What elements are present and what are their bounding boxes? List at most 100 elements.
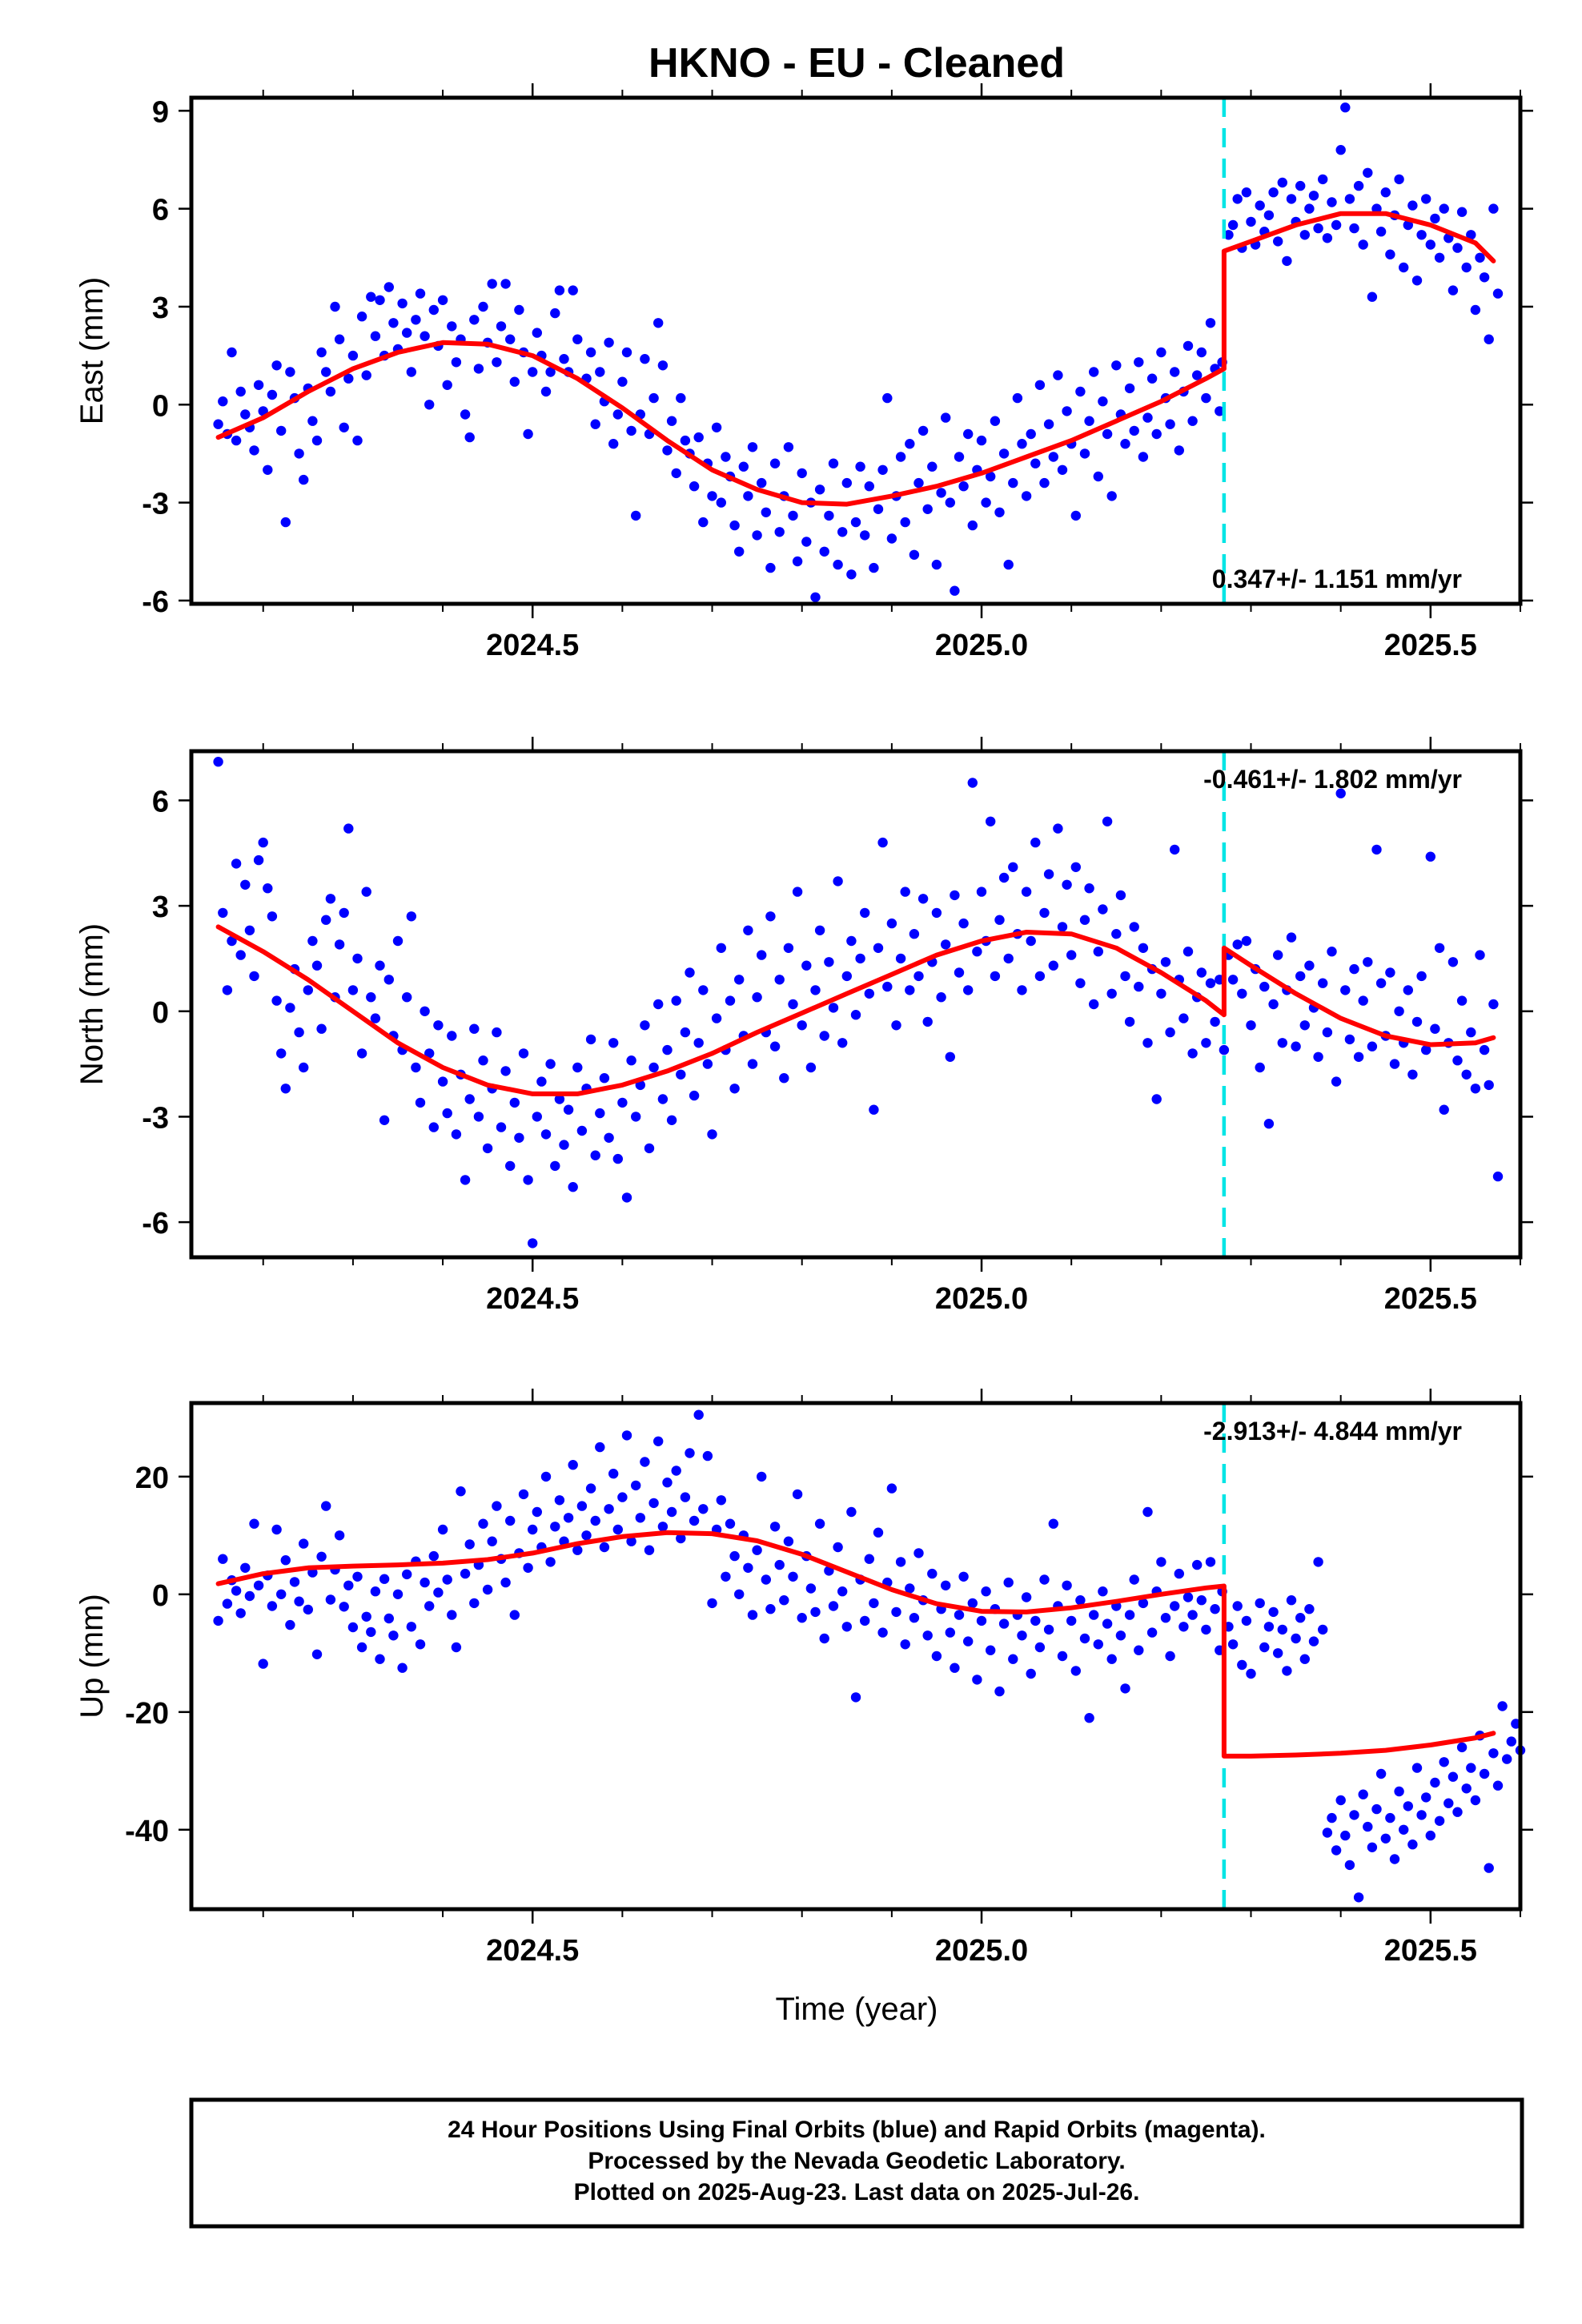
data-point xyxy=(1196,967,1207,978)
data-point xyxy=(1430,1777,1440,1788)
data-point xyxy=(976,887,987,897)
data-point xyxy=(900,887,910,897)
data-point xyxy=(657,1094,669,1104)
data-point xyxy=(998,872,1010,883)
data-point xyxy=(676,1069,686,1080)
data-point xyxy=(442,380,452,390)
data-point xyxy=(662,1044,673,1055)
data-point xyxy=(1241,1615,1252,1626)
data-point xyxy=(1043,419,1054,429)
data-point xyxy=(1327,947,1337,957)
data-point xyxy=(797,468,807,479)
data-point xyxy=(1026,428,1036,440)
data-point xyxy=(621,347,632,358)
data-point xyxy=(1151,428,1162,440)
data-point xyxy=(734,975,745,985)
data-point xyxy=(294,1596,304,1606)
data-point xyxy=(757,477,767,489)
data-point xyxy=(433,1020,444,1031)
data-point xyxy=(653,318,664,328)
data-point xyxy=(240,409,251,420)
data-point xyxy=(909,1613,920,1623)
data-point xyxy=(819,1031,829,1041)
data-point xyxy=(954,452,965,462)
data-point xyxy=(1017,1630,1027,1641)
data-point xyxy=(1470,1795,1481,1806)
data-point xyxy=(1318,174,1328,185)
data-point xyxy=(285,367,295,377)
data-point xyxy=(1215,406,1225,416)
data-point xyxy=(550,1522,560,1532)
data-point xyxy=(1340,985,1351,995)
data-point xyxy=(729,1550,740,1562)
data-point xyxy=(447,1031,457,1041)
data-point xyxy=(383,282,394,292)
data-point xyxy=(347,985,359,995)
data-point xyxy=(447,321,457,332)
data-point xyxy=(945,1051,956,1063)
data-point xyxy=(285,1619,295,1630)
data-point xyxy=(1008,862,1018,873)
data-point xyxy=(1003,559,1014,570)
data-point xyxy=(492,1027,502,1038)
data-point xyxy=(276,425,287,436)
data-point xyxy=(689,1090,700,1101)
data-point xyxy=(958,1571,969,1582)
data-point xyxy=(1447,285,1459,296)
rate-annotation: -2.913+/- 4.844 mm/yr xyxy=(1203,1417,1462,1445)
data-point xyxy=(1237,1659,1247,1671)
data-point xyxy=(963,428,974,440)
data-point xyxy=(280,1555,291,1566)
data-point xyxy=(877,1627,888,1638)
data-point xyxy=(1488,203,1499,214)
data-point xyxy=(330,301,340,312)
data-point xyxy=(1156,347,1166,358)
data-point xyxy=(972,947,982,957)
data-point xyxy=(810,985,821,995)
data-point xyxy=(1425,851,1436,862)
data-point xyxy=(945,497,956,508)
data-point xyxy=(1182,1592,1194,1602)
data-point xyxy=(325,386,336,397)
data-point xyxy=(1084,883,1094,894)
data-point xyxy=(1375,227,1387,237)
y-tick-label: 0 xyxy=(152,1579,169,1613)
data-point xyxy=(1403,985,1414,995)
data-point xyxy=(406,1622,416,1632)
data-point xyxy=(392,935,404,947)
data-point xyxy=(801,960,812,971)
data-point xyxy=(1134,981,1144,992)
data-point xyxy=(1008,1654,1018,1664)
plot-frame xyxy=(189,749,1523,1260)
data-point xyxy=(442,1108,452,1119)
data-point xyxy=(617,1097,628,1108)
data-point xyxy=(837,527,848,537)
data-point xyxy=(321,1501,331,1511)
data-point xyxy=(509,1097,520,1108)
data-point xyxy=(1331,219,1342,231)
data-point xyxy=(1363,167,1373,178)
data-point xyxy=(375,295,385,305)
data-point xyxy=(299,1062,309,1073)
y-tick-label: 6 xyxy=(152,785,169,818)
data-point xyxy=(1443,1798,1454,1808)
data-point xyxy=(747,442,758,452)
data-point xyxy=(640,1020,650,1031)
data-point xyxy=(702,1450,713,1462)
data-point xyxy=(532,1112,542,1122)
data-point xyxy=(1129,1574,1139,1585)
data-point xyxy=(994,1686,1005,1697)
data-point xyxy=(339,1602,349,1612)
data-point xyxy=(563,1513,574,1523)
data-point xyxy=(814,485,825,495)
data-point xyxy=(1353,1892,1364,1903)
data-point xyxy=(1093,471,1104,482)
data-point xyxy=(922,504,933,514)
data-point xyxy=(814,1518,825,1529)
data-point xyxy=(1371,844,1382,855)
data-point xyxy=(765,562,776,573)
data-point xyxy=(1430,1023,1440,1034)
data-point xyxy=(895,452,906,462)
data-point xyxy=(356,1048,367,1059)
data-point xyxy=(1291,1041,1301,1051)
